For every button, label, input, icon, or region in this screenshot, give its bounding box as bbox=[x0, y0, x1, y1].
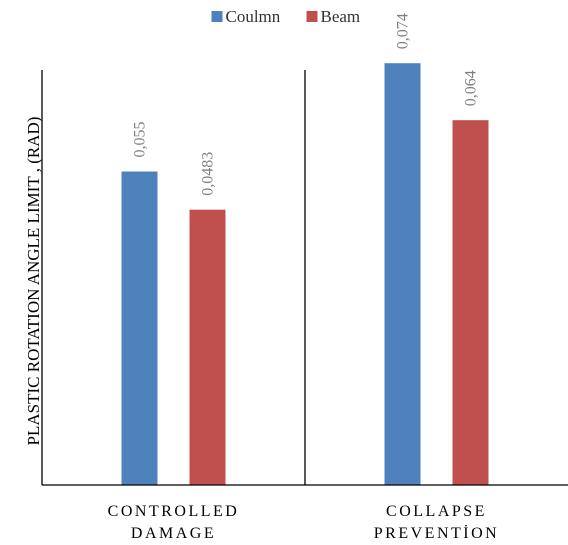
category-label-0-line-0: CONTROLLED bbox=[108, 503, 240, 520]
category-label-0-line-1: DAMAGE bbox=[131, 525, 216, 542]
legend: Coulmn Beam bbox=[211, 7, 361, 26]
bars bbox=[121, 63, 489, 485]
legend-label-beam: Beam bbox=[321, 7, 361, 26]
category-labels: CONTROLLED DAMAGE COLLAPSE PREVENTİON bbox=[108, 503, 499, 542]
category-label-1-line-1: PREVENTİON bbox=[374, 524, 499, 542]
data-label-coulmn-0: 0,055 bbox=[132, 122, 149, 158]
legend-label-coulmn: Coulmn bbox=[226, 7, 281, 26]
bar-beam-1 bbox=[452, 120, 489, 485]
y-axis-label: PLASTIC ROTATION ANGLE LIMIT , (RAD) bbox=[24, 117, 43, 446]
bar-beam-0 bbox=[189, 209, 226, 485]
axes bbox=[41, 70, 568, 486]
bar-coulmn-1 bbox=[384, 63, 421, 485]
category-label-1-line-0: COLLAPSE bbox=[386, 503, 487, 520]
data-labels: 0,055 0,0483 0,074 0,064 bbox=[132, 13, 480, 195]
bar-coulmn-0 bbox=[121, 171, 158, 485]
legend-swatch-coulmn bbox=[211, 11, 223, 22]
data-label-beam-0: 0,0483 bbox=[200, 152, 217, 196]
legend-swatch-beam bbox=[306, 11, 318, 22]
data-label-beam-1: 0,064 bbox=[463, 70, 480, 106]
data-label-coulmn-1: 0,074 bbox=[395, 13, 412, 49]
